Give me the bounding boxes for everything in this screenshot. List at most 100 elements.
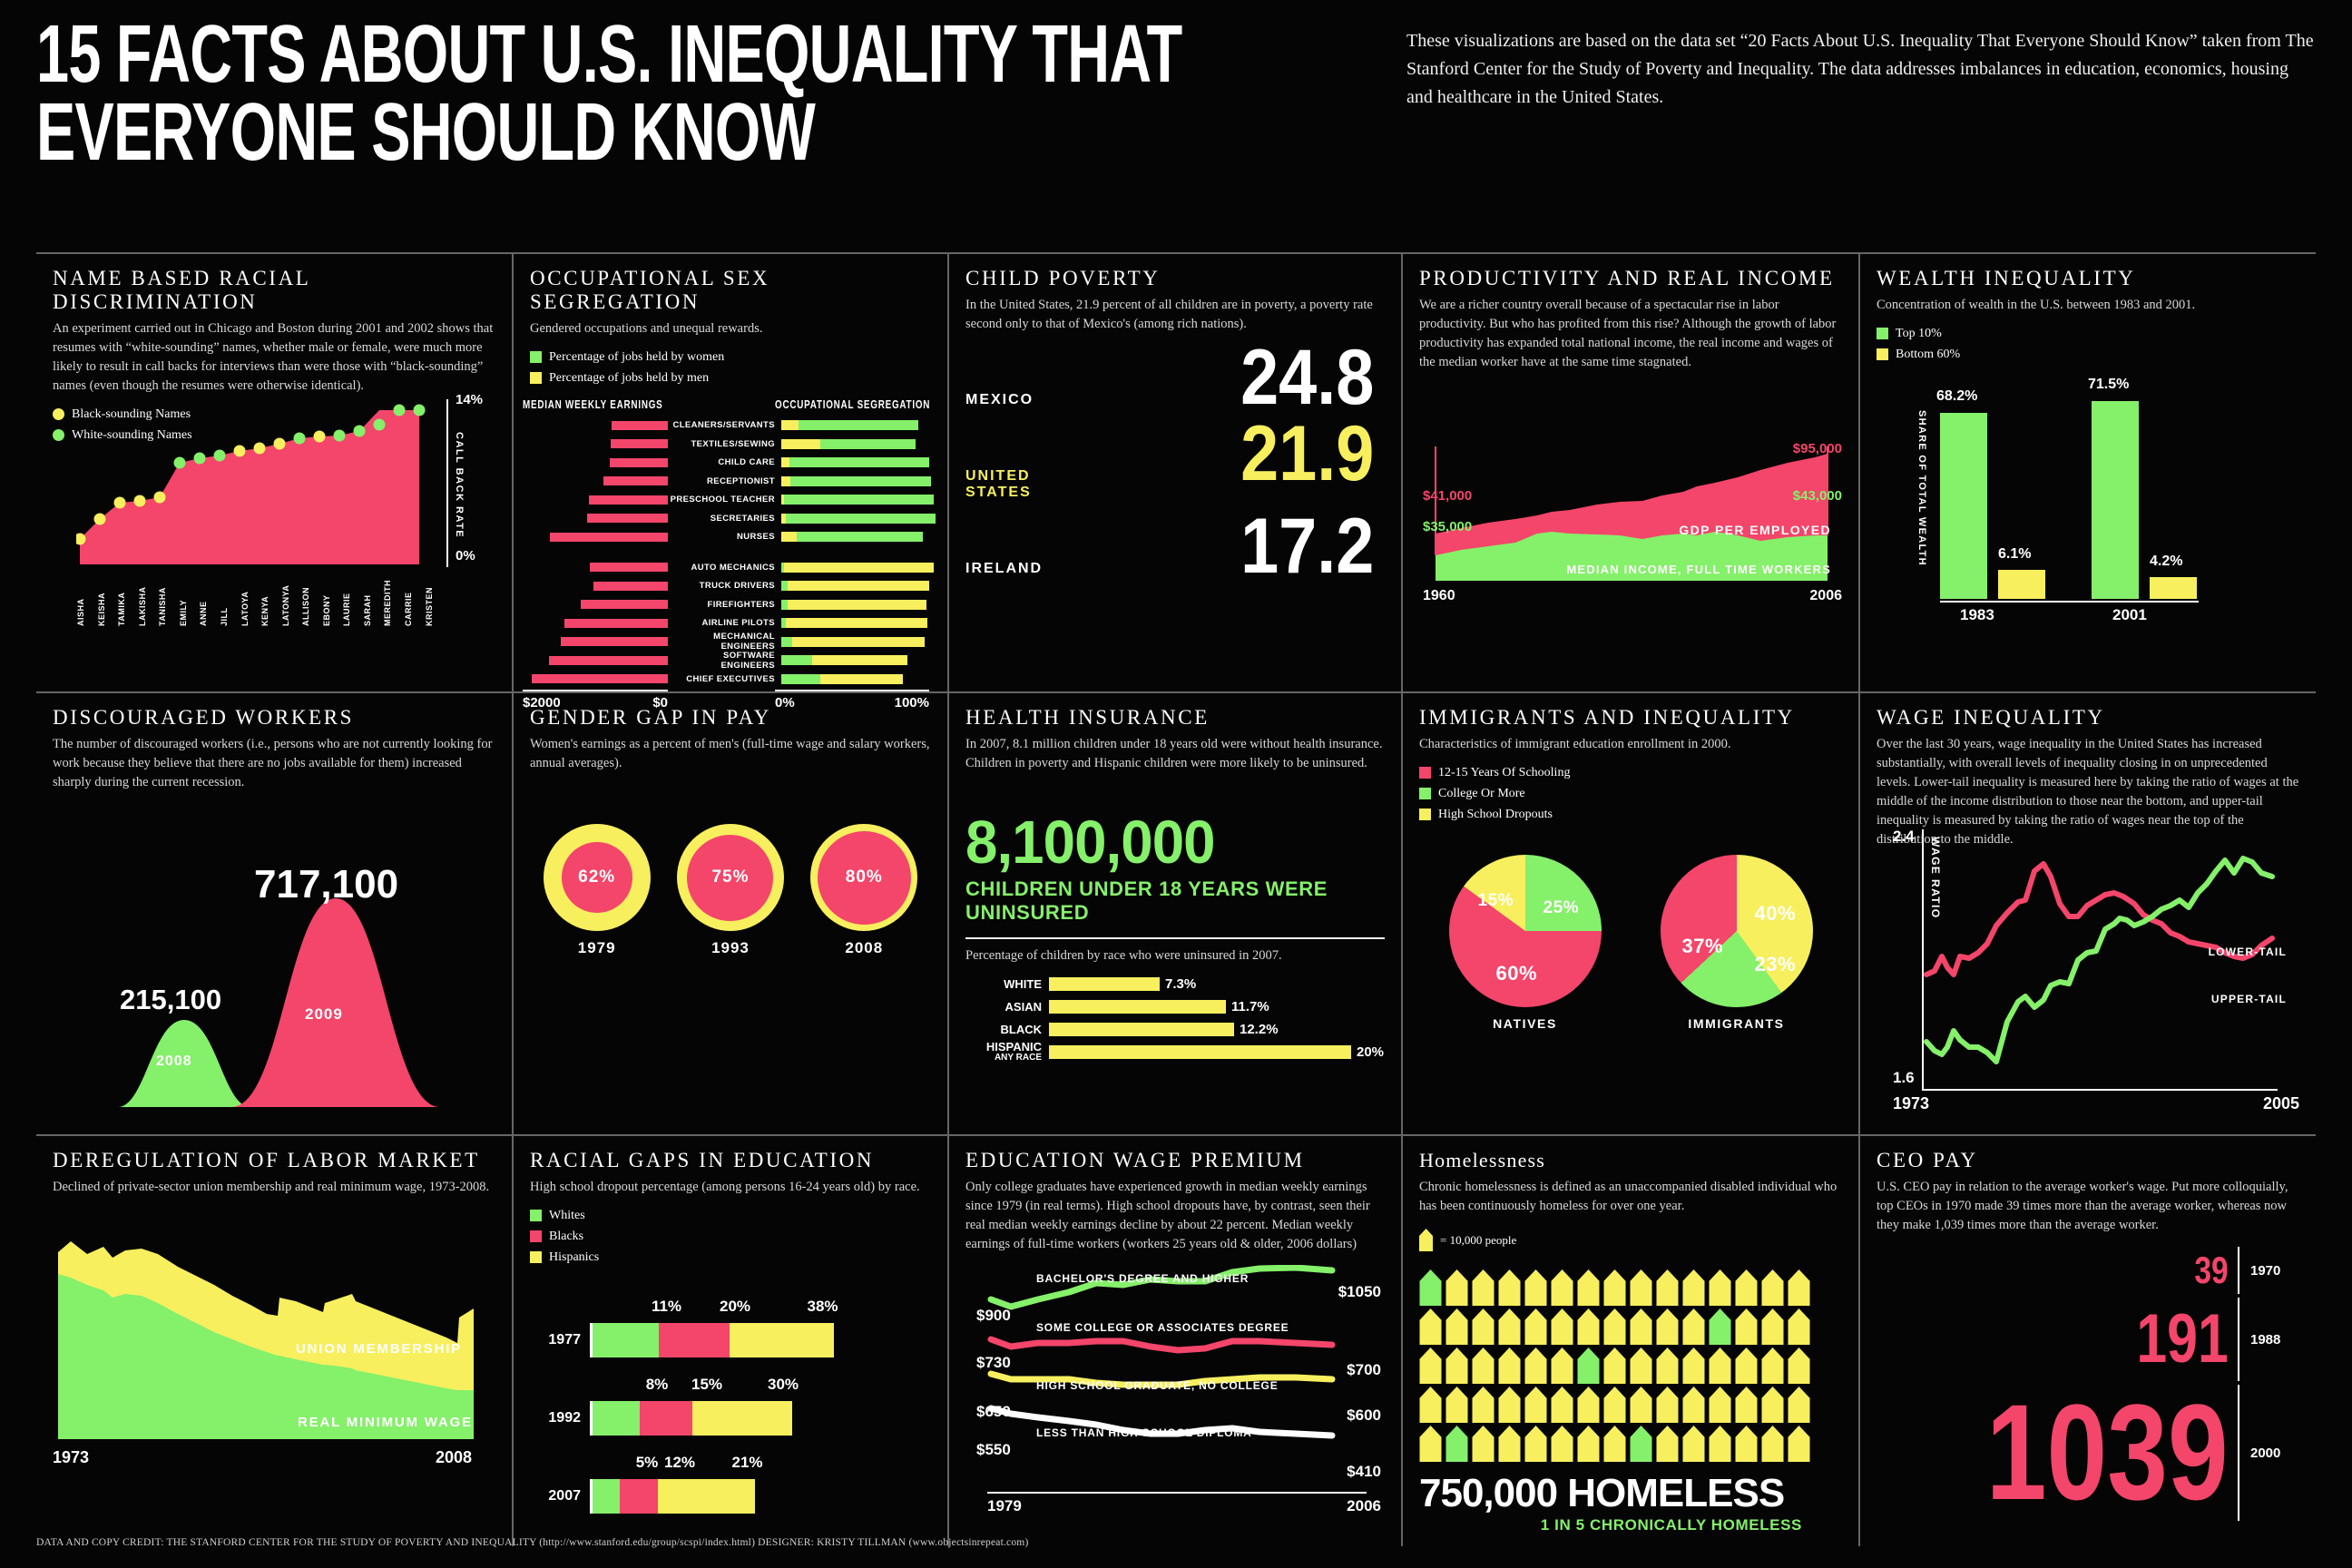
- race-sublabel: ANY RACE: [994, 1052, 1042, 1063]
- x-axis-line: [1922, 1089, 2278, 1091]
- panel-title: PRODUCTIVITY AND REAL INCOME: [1419, 267, 1835, 289]
- end-value-less-than-hs: $410: [1347, 1463, 1381, 1480]
- gender-gap-year: 1979: [577, 939, 616, 957]
- name-label: KRISTEN: [424, 586, 434, 626]
- occupation-label: TRUCK DRIVERS: [699, 581, 775, 591]
- callback-rate-area-chart: [76, 404, 426, 564]
- value-hispanics: 21%: [731, 1454, 763, 1471]
- occupation-chart: MEDIAN WEEKLY EARNINGS OCCUPATIONAL SEGR…: [523, 397, 949, 710]
- name-label: TAMIKA: [117, 592, 127, 626]
- house-icon: [1630, 1387, 1652, 1424]
- race-label: HISPANIC: [985, 1039, 1042, 1054]
- legend-dot-white-names: [53, 429, 64, 442]
- house-icon: [1551, 1308, 1573, 1346]
- panel-title: CEO PAY: [1877, 1149, 1978, 1171]
- name-label: KEISHA: [96, 592, 106, 626]
- panel-title: OCCUPATIONAL SEX SEGREGATION: [530, 267, 770, 313]
- legend-swatch-college: [1419, 788, 1431, 800]
- ceo-row-1988: 191 1988: [1909, 1298, 2299, 1381]
- value-whites: 11%: [651, 1298, 682, 1315]
- homeless-icon-grid: [1419, 1269, 1810, 1463]
- ceo-multiple: 39: [2194, 1248, 2229, 1291]
- occupation-row: AIRLINE PILOTS: [523, 615, 949, 631]
- x-axis-start: 1960: [1423, 588, 1455, 603]
- x-axis-end: 2006: [1347, 1497, 1381, 1514]
- house-icon: [1761, 1348, 1784, 1385]
- house-icon: [1524, 1269, 1547, 1307]
- earnings-axis-min: $0: [652, 695, 668, 710]
- pie-label-immigrants: IMMIGRANTS: [1688, 1016, 1785, 1032]
- panel-description: High school dropout percentage (among pe…: [530, 1180, 920, 1194]
- name-label: EBONY: [321, 594, 331, 626]
- gender-gap-item-1993: 75% 1993: [676, 824, 784, 957]
- race-label: WHITE: [1004, 976, 1042, 991]
- occupation-row: NURSES: [523, 529, 949, 544]
- ceo-year: 1970: [2250, 1262, 2281, 1279]
- occupation-label: PRESCHOOL TEACHER: [670, 495, 775, 505]
- house-icon: [1577, 1387, 1600, 1424]
- occupation-label: SECRETARIES: [710, 513, 775, 524]
- slice-value-college: 23%: [1754, 953, 1797, 976]
- house-icon: [1656, 1426, 1679, 1463]
- house-icon: [1419, 1229, 1433, 1252]
- homeless-total: 750,000 HOMELESS: [1419, 1471, 1785, 1516]
- house-icon: [1656, 1348, 1679, 1385]
- bar-row-white: WHITE 7.3%: [965, 975, 1385, 993]
- slice-value-12-15: 37%: [1681, 935, 1724, 958]
- house-icon: [1498, 1387, 1521, 1424]
- series-label-some-college: SOME COLLEGE OR ASSOCIATES DEGREE: [1036, 1321, 1289, 1334]
- icon-key: = 10,000 people: [1419, 1229, 1842, 1252]
- value-2008: 215,100: [120, 984, 222, 1015]
- legend-label-hispanics: Hispanics: [549, 1250, 600, 1265]
- panel-homelessness: Homelessness Chronic homelessness is def…: [1401, 1136, 1858, 1546]
- occupation-label: FIREFIGHTERS: [707, 599, 775, 610]
- occupation-row: SECRETARIES: [523, 511, 949, 526]
- divider: [965, 937, 1385, 940]
- bar-row-1992: 1992: [530, 1401, 920, 1436]
- chart-headers: MEDIAN WEEKLY EARNINGS OCCUPATIONAL SEGR…: [523, 397, 949, 411]
- legend-swatch-12-15-years: [1419, 767, 1431, 779]
- occupation-label: SOFTWARE ENGINEERS: [720, 650, 775, 671]
- name-label: MEREDITH: [383, 580, 393, 626]
- panel-title: WEALTH INEQUALITY: [1877, 267, 2136, 289]
- house-icon: [1709, 1269, 1731, 1307]
- country-row-ireland: IRELAND 17.2: [965, 507, 1374, 593]
- panel-racial-gaps: RACIAL GAPS IN EDUCATION High school dro…: [512, 1136, 947, 1546]
- occupation-row: FIREFIGHTERS: [523, 597, 949, 612]
- series-label-hs-graduate: HIGH SCHOOL GRADUATE, NO COLLEGE: [1036, 1379, 1279, 1392]
- legend-label-men: Percentage of jobs held by men: [549, 371, 710, 386]
- country-row-mexico: MEXICO 24.8: [965, 338, 1374, 425]
- page-title: 15 FACTS ABOUT U.S. INEQUALITY THAT EVER…: [36, 14, 1370, 172]
- house-icon: [1630, 1426, 1652, 1463]
- panel-title: GENDER GAP IN PAY: [530, 706, 771, 729]
- series-label-median-income: MEDIAN INCOME, FULL TIME WORKERS: [1566, 563, 1831, 576]
- house-icon: [1446, 1308, 1468, 1346]
- x-axis-line: [1940, 601, 2199, 603]
- name-label: SARAH: [362, 594, 372, 626]
- immigrant-pies: 25% 60% 15% NATIVES 40% 23% 37% IMMIGRAN…: [1419, 855, 1842, 1031]
- occupation-label: AUTO MECHANICS: [691, 562, 775, 573]
- slice-value-12-15: 60%: [1495, 962, 1538, 985]
- end-value-some-college: $700: [1347, 1361, 1381, 1378]
- start-value-some-college: $730: [976, 1354, 1011, 1371]
- occupation-row: PRESCHOOL TEACHER: [523, 492, 949, 507]
- house-icon: [1472, 1348, 1494, 1385]
- house-icon: [1603, 1387, 1626, 1424]
- year-label: 1992: [548, 1410, 581, 1426]
- ceo-pay-figures: 39 1970 191 1988 1039 2000: [1909, 1247, 2299, 1521]
- bar-row-asian: ASIAN 11.7%: [965, 997, 1385, 1015]
- house-icon: [1761, 1269, 1784, 1307]
- axis-labels: $2000 $0 0% 100%: [523, 695, 949, 710]
- occupation-row: TRUCK DRIVERS: [523, 578, 949, 593]
- name-label: AISHA: [76, 598, 85, 626]
- name-label: JILL: [219, 607, 229, 626]
- house-icon: [1524, 1308, 1547, 1346]
- legend-label-top10: Top 10%: [1896, 327, 1942, 341]
- house-icon: [1498, 1269, 1521, 1307]
- house-icon: [1630, 1269, 1652, 1307]
- bar-row-2007: 2007: [530, 1479, 920, 1514]
- value-2009: 717,100: [254, 862, 399, 906]
- house-icon: [1788, 1426, 1810, 1463]
- house-icon: [1682, 1387, 1705, 1424]
- x-axis-line: [987, 1492, 1367, 1494]
